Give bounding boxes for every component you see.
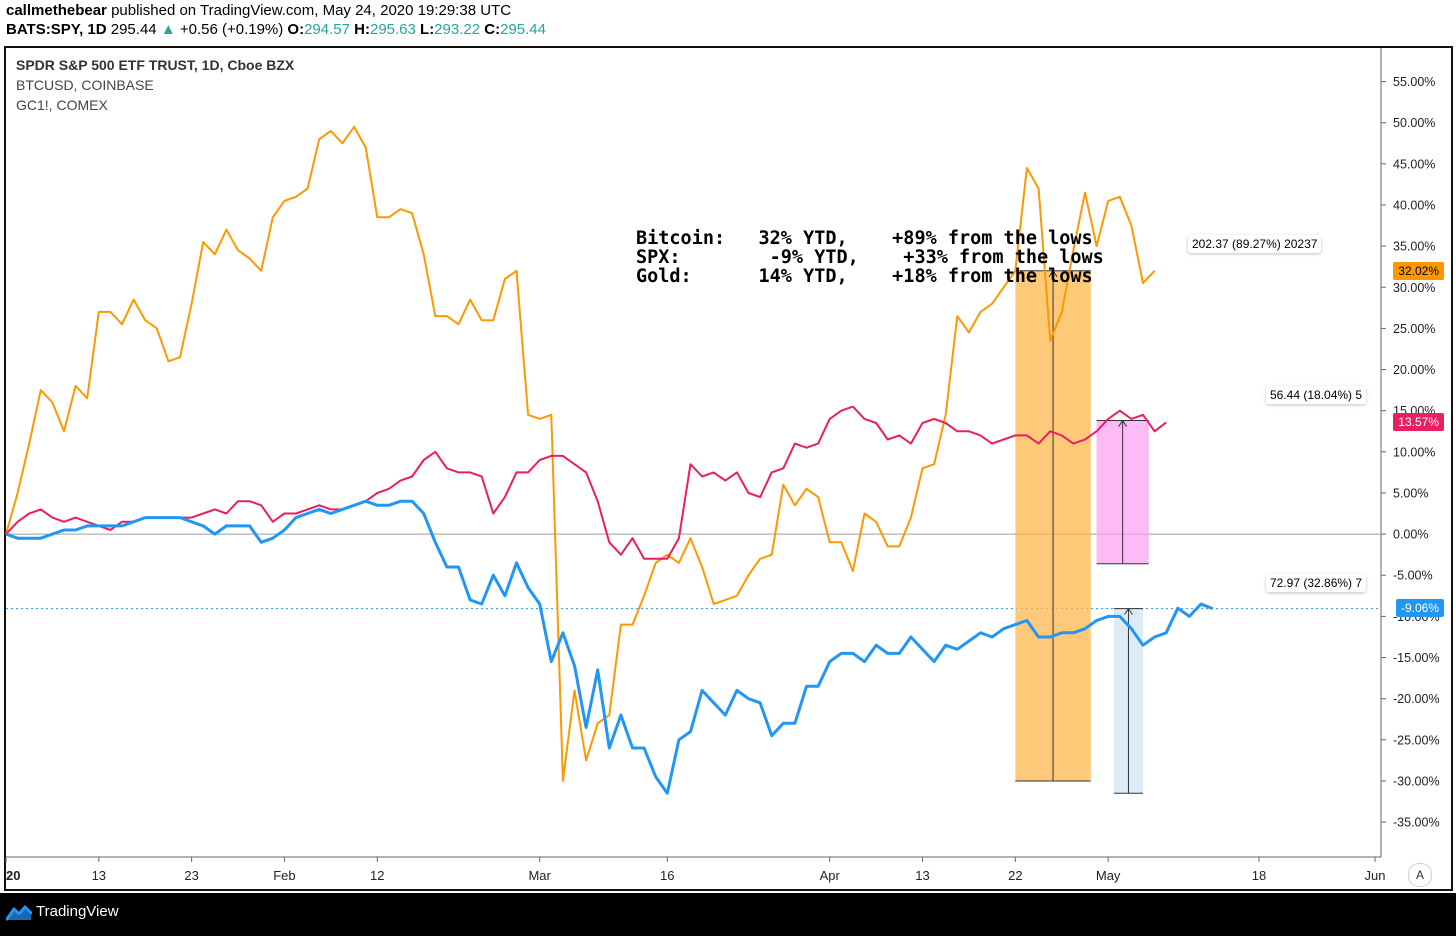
series-line-2 [5,499,1214,795]
open-label: O: [287,21,305,38]
x-tick-label: Jun [1365,868,1386,883]
close-label: C: [484,21,501,38]
x-tick-label: Mar [528,868,551,883]
price-tag-spx: -9.06% [1395,599,1444,617]
author-name[interactable]: callmethebear [6,2,107,19]
y-tick-label: 35.00% [1393,240,1435,254]
x-tick-label: Feb [273,868,295,883]
y-tick-label: -25.00% [1393,733,1440,747]
chart-header: callmethebear published on TradingView.c… [0,0,1456,44]
auto-scale-button[interactable]: A [1408,863,1432,887]
symbol-label: BATS:SPY, 1D [6,21,107,38]
annotation-line-bitcoin: Bitcoin: 32% YTD, +89% from the lows [636,228,1093,249]
measure-arrowhead-spx [1124,607,1133,615]
measure-label-spx: 72.97 (32.86%) 7 [1266,574,1367,592]
legend-btc[interactable]: BTCUSD, COINBASE [16,77,154,93]
low-label: L: [420,21,435,38]
x-tick-label: 18 [1252,868,1266,883]
y-tick-label: -15.00% [1393,651,1440,665]
x-tick-label: May [1096,868,1121,883]
y-tick-label: 10.00% [1393,445,1435,459]
x-tick-label: 23 [184,868,198,883]
y-tick-label: 25.00% [1393,322,1435,336]
measure-arrowhead-btc [1048,269,1058,278]
y-tick-label: 45.00% [1393,157,1435,171]
y-tick-label: -20.00% [1393,692,1440,706]
x-tick-label: 22 [1008,868,1022,883]
series-line-0 [5,125,1156,782]
chart-frame [4,46,1453,891]
price-tag-btc: 32.02% [1393,262,1444,280]
chart-canvas[interactable]: 55.00% 50.00% 45.00% 40.00% 35.00% 30.00% 25.0… [0,0,1456,893]
tradingview-logo-icon[interactable] [6,905,32,921]
price-change: +0.56 (+0.19%) [179,21,284,38]
y-tick-label: 40.00% [1393,198,1435,212]
publisher-line: callmethebear published on TradingView.c… [6,2,511,19]
x-tick-label: 20 [6,868,20,883]
legend-gold[interactable]: GC1!, COMEX [16,97,108,113]
high-label: H: [354,21,370,38]
y-tick-label: 5.00% [1393,486,1428,500]
x-tick-label: 16 [660,868,674,883]
footer-bar [0,893,1456,936]
y-tick-label: 30.00% [1393,281,1435,295]
change-arrow-icon: ▲ [160,21,176,38]
published-text: published on TradingView.com, May 24, 20… [111,2,512,19]
measure-label-btc: 202.37 (89.27%) 20237 [1188,235,1322,253]
open-value: 294.57 [304,21,350,38]
measure-arrowhead-gold [1118,419,1128,427]
legend-spy[interactable]: SPDR S&P 500 ETF TRUST, 1D, Cboe BZX [16,57,295,73]
last-price: 295.44 [110,21,157,38]
high-value: 295.63 [369,21,416,38]
y-tick-label: -5.00% [1393,569,1433,583]
series-line-1 [5,405,1167,560]
x-tick-label: 12 [370,868,384,883]
annotation-line-gold: Gold: 14% YTD, +18% from the lows [636,266,1093,287]
x-tick-label: 13 [915,868,929,883]
y-tick-label: 50.00% [1393,116,1435,130]
price-tag-gold: 13.57% [1393,413,1444,431]
x-tick-label: Apr [820,868,841,883]
y-tick-label: -35.00% [1393,816,1440,830]
annotation-text[interactable]: Bitcoin: 32% YTD, +89% from the lows SPX:… [636,229,1104,286]
low-value: 293.22 [434,21,481,38]
y-tick-label: 0.00% [1393,528,1428,542]
x-tick-label: 13 [92,868,106,883]
measure-label-gold: 56.44 (18.04%) 5 [1266,386,1367,404]
y-tick-label: 55.00% [1393,75,1435,89]
y-tick-label: -30.00% [1393,774,1440,788]
close-value: 295.44 [500,21,546,38]
annotation-line-spx: SPX: -9% YTD, +33% from the lows [636,247,1104,268]
y-tick-label: 20.00% [1393,363,1435,377]
ohlc-line: BATS:SPY, 1D 295.44 ▲ +0.56 (+0.19%) O:2… [6,21,546,38]
tradingview-brand[interactable]: TradingView [36,903,119,920]
